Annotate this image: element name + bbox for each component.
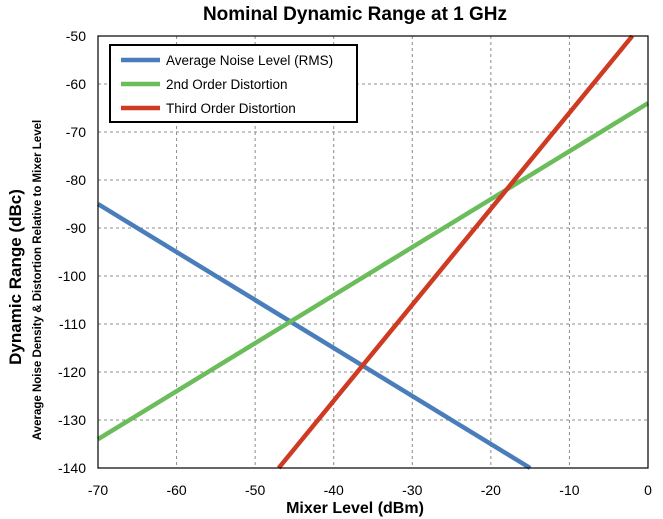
x-tick-label: -50 (245, 482, 265, 498)
y-tick-label: -50 (66, 28, 86, 44)
series-line (96, 101, 650, 442)
x-tick-label: -70 (88, 482, 108, 498)
x-tick-label: -40 (324, 482, 344, 498)
y-tick-label: -110 (59, 316, 86, 332)
y-tick-label: -130 (58, 412, 86, 428)
y-axis-subtitle: Average Noise Density & Distortion Relat… (32, 120, 44, 440)
x-tick-label: -10 (559, 482, 579, 498)
series-line (96, 202, 532, 470)
x-tick-label: 0 (644, 482, 652, 498)
legend-label: Third Order Distortion (166, 101, 296, 116)
legend: Average Noise Level (RMS) 2nd Order Disto… (109, 44, 358, 123)
y-tick-label: -100 (58, 268, 86, 284)
y-tick-label: -60 (66, 76, 86, 92)
x-axis-title: Mixer Level (dBm) (286, 500, 424, 517)
legend-label: Average Noise Level (RMS) (166, 53, 333, 68)
y-tick-label: -70 (66, 124, 86, 140)
y-tick-label: -90 (66, 220, 86, 236)
chart-title: Nominal Dynamic Range at 1 GHz (203, 4, 507, 25)
plot-frame (97, 35, 649, 469)
y-tick-label: -140 (58, 460, 86, 476)
y-axis-title: Dynamic Range (dBc) (6, 189, 25, 365)
y-tick-label: -120 (58, 364, 86, 380)
x-tick-label: -20 (481, 482, 501, 498)
series-line (276, 34, 635, 470)
x-tick-label: -30 (402, 482, 422, 498)
legend-label: 2nd Order Distortion (166, 77, 288, 92)
x-tick-label: -60 (166, 482, 186, 498)
y-tick-label: -80 (66, 172, 86, 188)
